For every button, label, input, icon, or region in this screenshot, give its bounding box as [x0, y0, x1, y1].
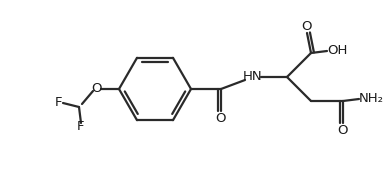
Text: OH: OH [327, 43, 347, 57]
Text: O: O [338, 123, 348, 136]
Text: O: O [216, 112, 226, 125]
Text: F: F [55, 97, 63, 109]
Text: NH₂: NH₂ [358, 92, 383, 105]
Text: HN: HN [243, 70, 263, 84]
Text: F: F [77, 121, 85, 133]
Text: O: O [92, 83, 102, 95]
Text: O: O [302, 19, 312, 33]
